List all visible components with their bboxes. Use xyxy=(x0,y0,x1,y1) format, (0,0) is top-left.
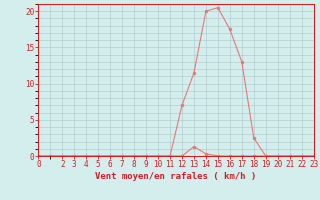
X-axis label: Vent moyen/en rafales ( km/h ): Vent moyen/en rafales ( km/h ) xyxy=(95,172,257,181)
